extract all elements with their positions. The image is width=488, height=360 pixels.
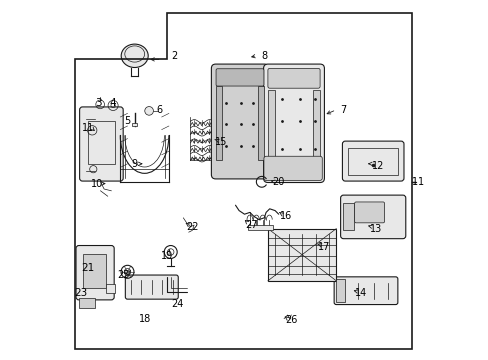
Bar	[247, 225, 273, 230]
FancyBboxPatch shape	[340, 195, 405, 239]
Text: 14: 14	[355, 288, 367, 298]
Bar	[132, 123, 137, 126]
Text: 27: 27	[245, 220, 258, 230]
Text: 1: 1	[418, 177, 424, 187]
Bar	[88, 121, 115, 164]
Bar	[215, 86, 222, 160]
Circle shape	[144, 107, 153, 115]
FancyBboxPatch shape	[216, 69, 264, 86]
FancyBboxPatch shape	[333, 277, 397, 305]
Text: 10: 10	[91, 179, 103, 189]
Text: 8: 8	[261, 51, 267, 61]
Bar	[106, 284, 115, 293]
Text: 12: 12	[371, 161, 383, 171]
FancyBboxPatch shape	[80, 107, 123, 181]
Bar	[79, 298, 95, 308]
Text: 11: 11	[81, 123, 94, 133]
Bar	[347, 148, 397, 175]
Text: 7: 7	[340, 105, 346, 115]
Bar	[82, 254, 106, 288]
Text: 5: 5	[124, 116, 130, 126]
Text: 19: 19	[161, 251, 173, 261]
Text: 2: 2	[171, 51, 177, 61]
FancyBboxPatch shape	[76, 246, 114, 300]
FancyBboxPatch shape	[264, 156, 322, 180]
Bar	[312, 90, 320, 164]
Text: 17: 17	[317, 242, 329, 252]
FancyBboxPatch shape	[125, 275, 178, 299]
Text: 18: 18	[139, 314, 151, 324]
Text: 26: 26	[285, 315, 297, 325]
FancyBboxPatch shape	[263, 64, 324, 183]
Text: 16: 16	[279, 211, 291, 221]
Bar	[343, 203, 354, 230]
Text: 24: 24	[171, 299, 183, 309]
Bar	[267, 229, 336, 281]
Ellipse shape	[121, 44, 148, 68]
Text: 6: 6	[157, 105, 163, 115]
FancyBboxPatch shape	[342, 141, 403, 181]
FancyBboxPatch shape	[211, 64, 268, 179]
Text: 4: 4	[110, 98, 116, 108]
Text: 13: 13	[369, 224, 381, 234]
Text: 25: 25	[118, 270, 130, 280]
Text: 22: 22	[185, 222, 198, 232]
Text: 23: 23	[74, 288, 87, 298]
Bar	[257, 86, 264, 160]
Text: 21: 21	[81, 263, 94, 273]
FancyBboxPatch shape	[354, 202, 384, 223]
Bar	[336, 279, 345, 302]
Text: 20: 20	[272, 177, 285, 187]
Text: 15: 15	[214, 137, 227, 147]
Bar	[267, 90, 275, 164]
FancyBboxPatch shape	[267, 68, 320, 88]
Text: 9: 9	[131, 159, 138, 169]
Text: 1: 1	[411, 177, 418, 187]
Text: 3: 3	[95, 98, 102, 108]
